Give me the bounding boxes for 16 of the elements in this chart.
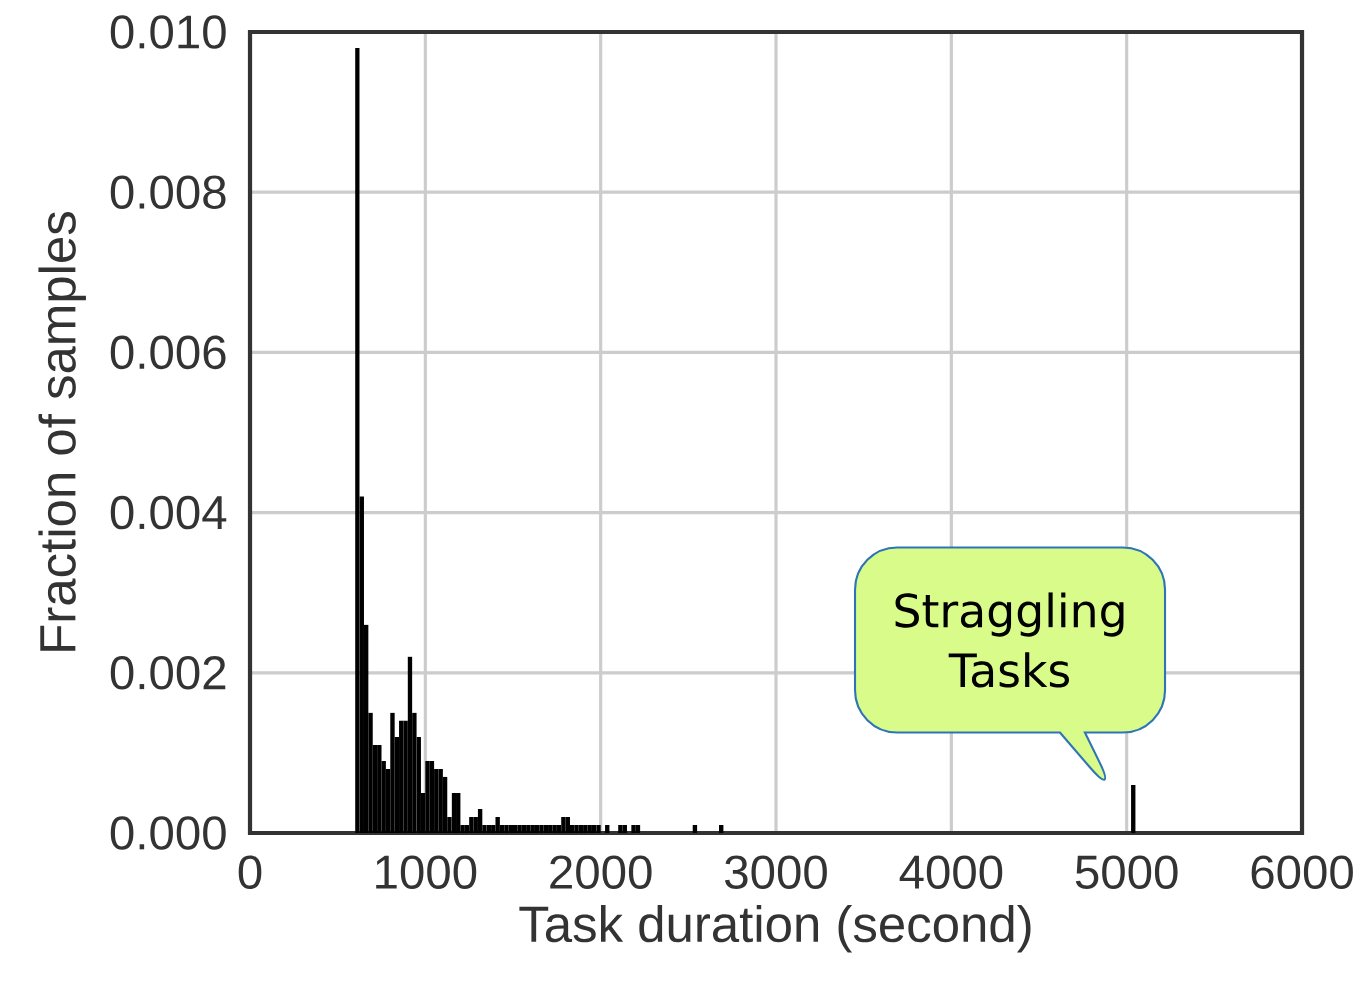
x-tick-label: 3000 xyxy=(725,855,827,889)
y-tick-label: 0.000 xyxy=(110,816,226,850)
x-tick-label: 1000 xyxy=(376,855,477,889)
y-tick-label: 0.008 xyxy=(110,175,226,209)
x-tick-label: 0 xyxy=(238,855,262,889)
x-tick-label: 4000 xyxy=(899,855,1003,889)
y-tick-label: 0.002 xyxy=(110,656,226,690)
y-axis-title: Fraction of samples xyxy=(38,212,86,651)
x-tick-label: 6000 xyxy=(1251,855,1353,889)
annotation: Straggling Tasks xyxy=(895,592,1124,688)
x-tick-label: 5000 xyxy=(1075,855,1178,889)
x-tick-label: 2000 xyxy=(550,855,652,889)
y-tick-label: 0.006 xyxy=(110,335,226,370)
y-tick-label: 0.004 xyxy=(110,495,227,530)
x-axis-title: Task duration (second) xyxy=(519,904,1031,953)
y-tick-label: 0.010 xyxy=(110,15,226,49)
